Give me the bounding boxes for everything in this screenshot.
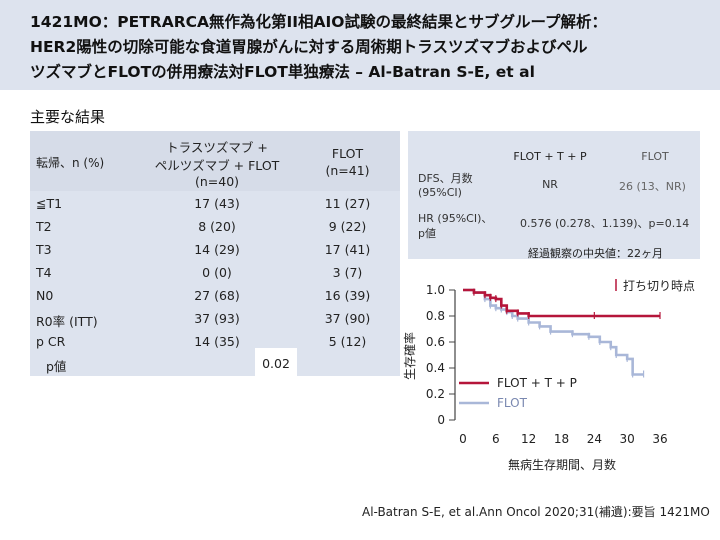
- flot-value: 3 (7): [332, 265, 363, 280]
- censor-legend-label: 打ち切り時点: [623, 279, 695, 293]
- row-label: ≦T1: [36, 196, 63, 211]
- x-tick-label: 24: [587, 432, 602, 446]
- followup-note: 経過観察の中央値：22ヶ月: [528, 247, 663, 260]
- dfs-label-line2: (95%CI): [418, 186, 462, 199]
- legend-label: FLOT + T + P: [497, 376, 577, 390]
- outcome-column-header: 転帰、n (%): [36, 156, 105, 170]
- dfs-label-line1: DFS、月数: [418, 172, 473, 185]
- x-tick-label: 18: [554, 432, 569, 446]
- combo-value: 37 (93): [194, 311, 240, 326]
- dfs-combo-header: FLOT + T + P: [513, 150, 587, 163]
- hr-value: 0.576 (0.278、1.139)、p=0.14: [520, 217, 690, 230]
- section-title: 主要な結果: [30, 108, 106, 126]
- y-tick-label: 0: [437, 413, 445, 427]
- x-tick-label: 12: [521, 432, 536, 446]
- flot-value: 17 (41): [324, 242, 371, 257]
- outcomes-table-header: [30, 131, 400, 191]
- flot-value: 16 (39): [324, 288, 371, 303]
- combo-value: 8 (20): [198, 219, 236, 234]
- title-line-1: 1421MO：PETRARCA無作為化第II相AIO試験の最終結果とサブグループ…: [30, 13, 608, 31]
- dfs-combo-value: NR: [542, 178, 558, 191]
- flot-column-header-n: (n=41): [325, 163, 370, 178]
- combo-column-header-n: (n=40): [194, 174, 240, 189]
- row-label: p CR: [36, 334, 66, 349]
- reference: Al-Batran S-E, et al.Ann Oncol 2020;31(補…: [362, 505, 710, 519]
- row-label: R0率 (ITT): [36, 314, 98, 329]
- row-label: T2: [36, 219, 52, 234]
- hr-label-line2: p値: [418, 227, 436, 240]
- y-axis-label: 生存確率: [402, 332, 417, 380]
- pvalue-gap: [255, 348, 297, 376]
- x-tick-label: 36: [652, 432, 667, 446]
- y-tick-label: 0.4: [426, 361, 445, 375]
- combo-value: 0 (0): [202, 265, 232, 280]
- legend-label: FLOT: [497, 396, 528, 410]
- combo-value: 14 (35): [194, 334, 240, 349]
- flot-value: 37 (90): [324, 311, 371, 326]
- dfs-flot-header: FLOT: [641, 150, 669, 163]
- y-tick-label: 0.6: [426, 335, 445, 349]
- row-label: T4: [36, 265, 52, 280]
- row-label: N0: [36, 288, 54, 303]
- dfs-flot-value: 26 (13、NR): [619, 180, 686, 193]
- y-tick-label: 0.8: [426, 309, 445, 323]
- series-line: [463, 288, 660, 318]
- x-tick-label: 0: [459, 432, 467, 446]
- combo-value: 14 (29): [194, 242, 240, 257]
- hr-label-line1: HR (95%CI)、: [418, 212, 493, 225]
- pvalue-label: p値: [46, 359, 67, 374]
- flot-value: 9 (22): [328, 219, 367, 234]
- combo-value: 17 (43): [194, 196, 240, 211]
- series-line: [463, 288, 644, 376]
- title-line-3: ツズマブとFLOTの併用療法対FLOT単独療法 – Al-Batran S-E,…: [30, 63, 535, 81]
- combo-column-header-line2: ペルツズマブ + FLOT: [154, 158, 280, 173]
- x-tick-label: 30: [620, 432, 635, 446]
- flot-value: 11 (27): [324, 196, 371, 211]
- pvalue: 0.02: [262, 356, 290, 371]
- title-banner: 1421MO：PETRARCA無作為化第II相AIO試験の最終結果とサブグループ…: [0, 0, 720, 90]
- flot-column-header: FLOT: [331, 146, 364, 161]
- flot-value: 5 (12): [328, 334, 367, 349]
- title-line-2: HER2陽性の切除可能な食道胃腺がんに対する周術期トラスツズマブおよびペル: [30, 38, 588, 56]
- combo-column-header-line1: トラスツズマブ +: [166, 140, 268, 155]
- y-tick-label: 1.0: [426, 283, 445, 297]
- combo-value: 27 (68): [194, 288, 240, 303]
- row-label: T3: [36, 242, 52, 257]
- x-tick-label: 6: [492, 432, 500, 446]
- dfs-table: [408, 131, 700, 259]
- x-axis-label: 無病生存期間、月数: [508, 457, 616, 472]
- y-tick-label: 0.2: [426, 387, 445, 401]
